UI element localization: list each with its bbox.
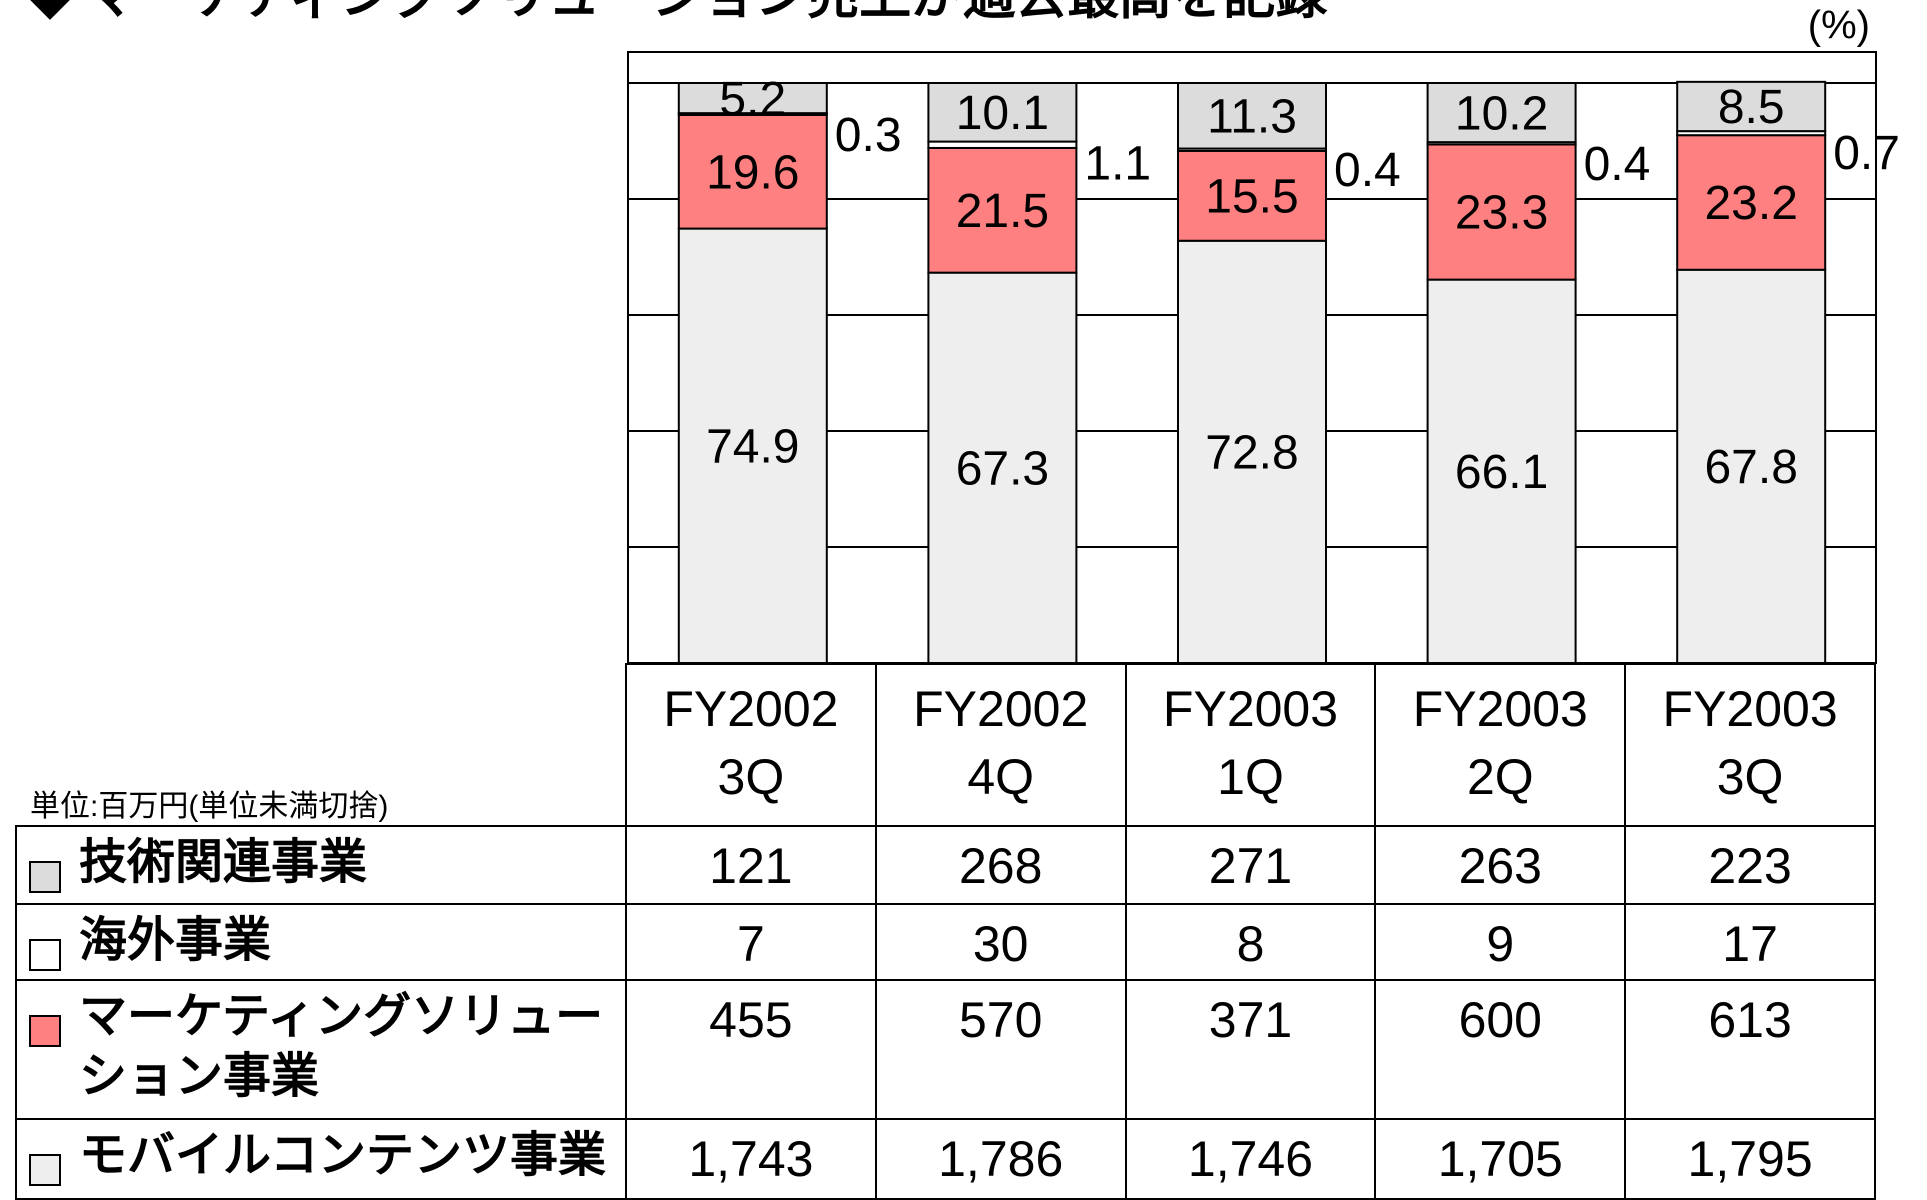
data-label: 1.1 xyxy=(1084,137,1151,190)
bar-segment xyxy=(1426,278,1577,664)
data-label: 23.2 xyxy=(1704,177,1797,230)
data-label: 72.8 xyxy=(1205,427,1298,480)
table-cell: 268 xyxy=(874,825,1127,905)
table-cell: 30 xyxy=(874,903,1127,981)
data-label: 8.5 xyxy=(1718,81,1785,134)
legend-swatch xyxy=(29,861,61,893)
table-row: マーケティングソリューション事業 455 570 371 600 613 xyxy=(15,979,1876,1120)
row-label: 海外事業 xyxy=(15,903,627,981)
bar-segment xyxy=(1177,149,1327,242)
data-label: 11.3 xyxy=(1207,90,1297,143)
data-label: 66.1 xyxy=(1455,446,1548,499)
data-label: 10.2 xyxy=(1455,87,1548,140)
data-label: 5.2 xyxy=(719,73,786,126)
data-label: 0.7 xyxy=(1833,127,1900,180)
bar-segment xyxy=(927,146,1078,274)
blank-cell xyxy=(16,664,626,826)
bar-segment xyxy=(1676,134,1827,271)
data-label: 19.6 xyxy=(706,146,799,199)
bar-segment xyxy=(927,82,1078,143)
data-label: 15.5 xyxy=(1205,170,1298,223)
data-table: FY2002 3Q FY2002 4Q FY2003 1Q FY2003 2Q FY20… xyxy=(15,663,1876,1200)
data-label: 67.3 xyxy=(956,443,1049,496)
table-row: 技術関連事業 121 268 271 263 223 xyxy=(15,825,1876,905)
table-cell: 8 xyxy=(1124,903,1377,981)
table-cell: 121 xyxy=(625,825,877,905)
table-cell: 1,705 xyxy=(1374,1118,1627,1200)
x-tick-label: FY2003 2Q xyxy=(1374,663,1627,827)
table-cell: 1,795 xyxy=(1624,1118,1876,1200)
table-cell: 263 xyxy=(1374,825,1627,905)
table-cell: 17 xyxy=(1624,903,1876,981)
unit-label: (%) xyxy=(1808,4,1870,48)
data-label: 23.3 xyxy=(1455,187,1548,240)
bar-segment xyxy=(677,227,828,665)
bar-segment xyxy=(1177,82,1327,150)
bar-segment xyxy=(1426,82,1577,144)
table-cell: 1,786 xyxy=(874,1118,1127,1200)
table-cell: 7 xyxy=(625,903,877,981)
data-label: 21.5 xyxy=(956,185,1049,238)
x-tick-label: FY2002 3Q xyxy=(625,663,877,827)
note: 単位:百万円(単位未満切捨) xyxy=(30,790,388,823)
legend-label: 技術関連事業 xyxy=(79,836,368,889)
table-cell: 570 xyxy=(874,979,1127,1120)
bar-segment xyxy=(1177,239,1327,664)
table-cell: 223 xyxy=(1624,825,1876,905)
row-label: マーケティングソリューション事業 xyxy=(15,979,627,1120)
bar-segment xyxy=(1676,268,1827,664)
legend-swatch xyxy=(29,939,61,971)
legend-swatch xyxy=(29,1015,61,1047)
table-cell: 600 xyxy=(1374,979,1627,1120)
bar-segment xyxy=(1676,80,1827,133)
data-label: 74.9 xyxy=(706,420,799,473)
bar-segment xyxy=(1426,143,1577,281)
data-label: 0.3 xyxy=(835,109,902,162)
data-label: 10.1 xyxy=(956,87,1049,140)
row-label: モバイルコンテンツ事業 xyxy=(15,1118,627,1200)
table-cell: 9 xyxy=(1374,903,1627,981)
table-row: 海外事業 7 30 8 9 17 xyxy=(15,903,1876,981)
table-cell: 1,743 xyxy=(625,1118,877,1200)
data-label: 0.4 xyxy=(1584,138,1651,191)
legend-swatch xyxy=(29,1154,61,1186)
data-label: 0.4 xyxy=(1334,144,1401,197)
table-cell: 371 xyxy=(1124,979,1377,1120)
table-cell: 613 xyxy=(1624,979,1876,1120)
bar-segment xyxy=(677,113,828,230)
x-tick-label: FY2002 4Q xyxy=(874,663,1127,827)
bar-segment xyxy=(677,82,828,115)
row-label: 技術関連事業 xyxy=(15,825,627,905)
data-label: 67.8 xyxy=(1704,441,1797,494)
table-row: モバイルコンテンツ事業 1,743 1,786 1,746 1,705 1,795 xyxy=(15,1118,1876,1200)
table-cell: 1,746 xyxy=(1124,1118,1377,1200)
legend-label: マーケティングソリューション事業 xyxy=(79,990,604,1103)
x-tick-label: FY2003 3Q xyxy=(1624,663,1876,827)
x-tick-label: FY2003 1Q xyxy=(1124,663,1377,827)
table-cell: 455 xyxy=(625,979,877,1120)
table-cell: 271 xyxy=(1124,825,1377,905)
chart-title: ◆ マーケティングソリューション売上が過去最高を記録 xyxy=(30,0,1328,26)
header-row: FY2002 3Q FY2002 4Q FY2003 1Q FY2003 2Q FY20… xyxy=(16,663,1876,827)
legend-label: 海外事業 xyxy=(79,914,272,967)
legend-label: モバイルコンテンツ事業 xyxy=(79,1129,607,1182)
